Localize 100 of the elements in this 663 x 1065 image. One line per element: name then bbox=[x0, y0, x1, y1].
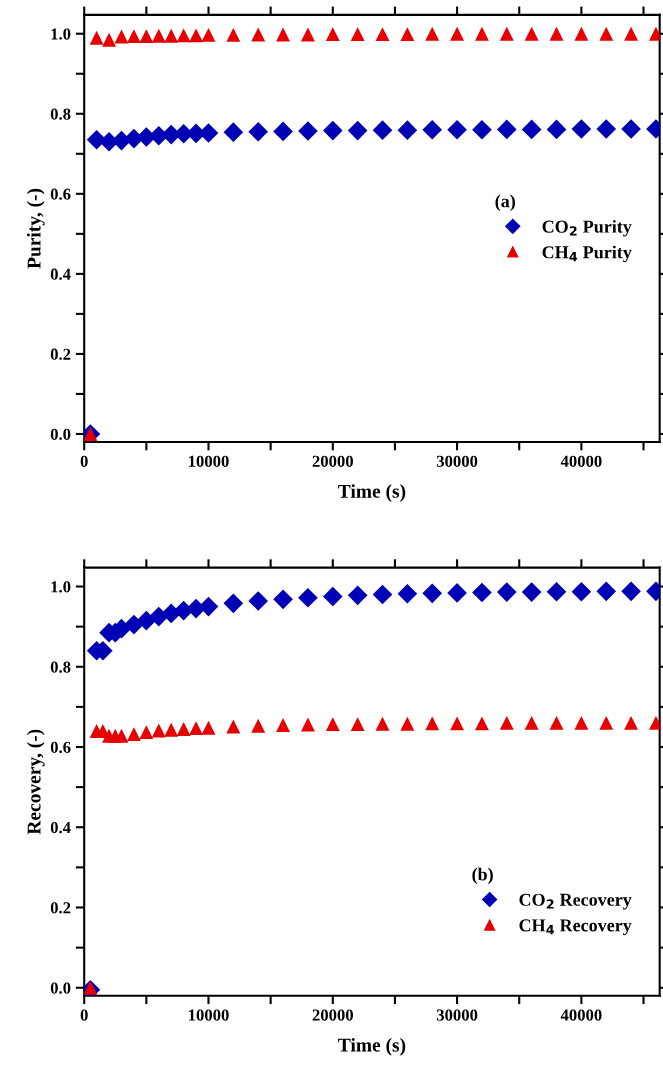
point bbox=[375, 27, 390, 42]
point bbox=[397, 583, 418, 604]
point bbox=[499, 26, 514, 41]
point bbox=[322, 120, 343, 141]
point bbox=[425, 716, 440, 731]
point bbox=[475, 716, 489, 731]
y-tick-label: 0.6 bbox=[50, 741, 71, 754]
legend-title: (b) bbox=[472, 867, 493, 885]
point bbox=[521, 119, 542, 140]
point bbox=[596, 119, 617, 139]
point bbox=[148, 606, 169, 627]
point bbox=[472, 582, 492, 603]
y-axis-title: Recovery, (-) bbox=[26, 729, 45, 835]
point bbox=[189, 28, 204, 43]
point bbox=[472, 119, 492, 140]
point bbox=[375, 716, 390, 731]
point bbox=[624, 26, 639, 41]
point bbox=[248, 591, 269, 611]
legend-label: CO$_{2}$ Purity bbox=[542, 220, 632, 237]
point bbox=[300, 717, 315, 732]
point bbox=[372, 584, 393, 605]
point bbox=[496, 119, 517, 140]
point bbox=[176, 28, 191, 43]
point bbox=[574, 715, 589, 730]
point bbox=[350, 27, 365, 42]
x-axis-title: Time (s) bbox=[338, 484, 406, 502]
legend-label: CH$_{4}$ Recovery bbox=[519, 919, 632, 936]
point bbox=[223, 593, 244, 614]
point bbox=[126, 29, 141, 44]
x-tick-label: 30000 bbox=[436, 1009, 478, 1021]
point bbox=[524, 26, 539, 41]
point bbox=[400, 716, 415, 731]
point bbox=[176, 722, 191, 736]
y-tick-label: 1.0 bbox=[51, 28, 71, 40]
point bbox=[499, 715, 514, 730]
point bbox=[102, 32, 116, 47]
point bbox=[571, 119, 592, 139]
x-tick-label: 40000 bbox=[560, 1009, 602, 1021]
point bbox=[226, 27, 241, 42]
y-tick-label: 0.4 bbox=[50, 821, 71, 834]
point bbox=[201, 27, 216, 42]
point bbox=[322, 586, 343, 607]
legend-title: (a) bbox=[495, 194, 515, 211]
y-tick-label: 0.4 bbox=[50, 268, 71, 280]
point bbox=[298, 587, 318, 608]
point bbox=[164, 722, 179, 737]
point bbox=[422, 583, 443, 604]
point bbox=[198, 596, 219, 617]
point bbox=[624, 715, 639, 730]
point bbox=[574, 26, 589, 41]
point bbox=[599, 26, 614, 41]
point bbox=[251, 27, 266, 42]
point bbox=[546, 581, 567, 602]
point bbox=[422, 119, 443, 140]
point bbox=[273, 121, 293, 142]
point bbox=[549, 26, 564, 41]
y-tick-label: 0.0 bbox=[50, 982, 71, 994]
point bbox=[248, 121, 269, 142]
point bbox=[450, 716, 465, 731]
point bbox=[524, 715, 539, 730]
y-tick-label: 0.8 bbox=[50, 661, 71, 673]
point bbox=[571, 581, 592, 602]
x-tick-label: 20000 bbox=[312, 1009, 353, 1021]
point bbox=[596, 581, 617, 602]
point bbox=[425, 26, 440, 41]
y-tick-label: 0.8 bbox=[50, 108, 71, 120]
point bbox=[475, 26, 489, 41]
y-tick-label: 1.0 bbox=[51, 581, 71, 593]
point bbox=[136, 610, 157, 631]
point bbox=[251, 718, 266, 733]
point bbox=[223, 122, 244, 142]
point bbox=[347, 585, 368, 606]
point bbox=[549, 715, 564, 730]
point bbox=[450, 26, 465, 41]
x-tick-label: 20000 bbox=[312, 455, 353, 467]
point bbox=[325, 717, 340, 732]
x-axis-title: Time (s) bbox=[338, 1037, 406, 1056]
point bbox=[164, 28, 179, 43]
x-tick-label: 30000 bbox=[436, 455, 478, 467]
legend-label: CO$_{2}$ Recovery bbox=[519, 893, 632, 910]
point bbox=[397, 120, 418, 140]
x-tick-label: 0 bbox=[80, 455, 88, 467]
point bbox=[347, 120, 368, 141]
point bbox=[400, 27, 415, 42]
point bbox=[276, 27, 291, 42]
point bbox=[201, 720, 216, 735]
point bbox=[273, 589, 293, 610]
point bbox=[350, 717, 365, 732]
x-tick-label: 10000 bbox=[189, 1009, 229, 1021]
point bbox=[546, 119, 567, 140]
point bbox=[151, 723, 166, 738]
point bbox=[114, 728, 129, 743]
point bbox=[89, 30, 104, 45]
point bbox=[139, 725, 154, 740]
x-tick-label: 40000 bbox=[560, 455, 602, 467]
point bbox=[521, 582, 542, 602]
y-tick-label: 0.6 bbox=[50, 188, 71, 200]
y-tick-label: 0.2 bbox=[50, 902, 71, 914]
point bbox=[300, 27, 315, 42]
x-tick-label: 0 bbox=[80, 1009, 88, 1021]
